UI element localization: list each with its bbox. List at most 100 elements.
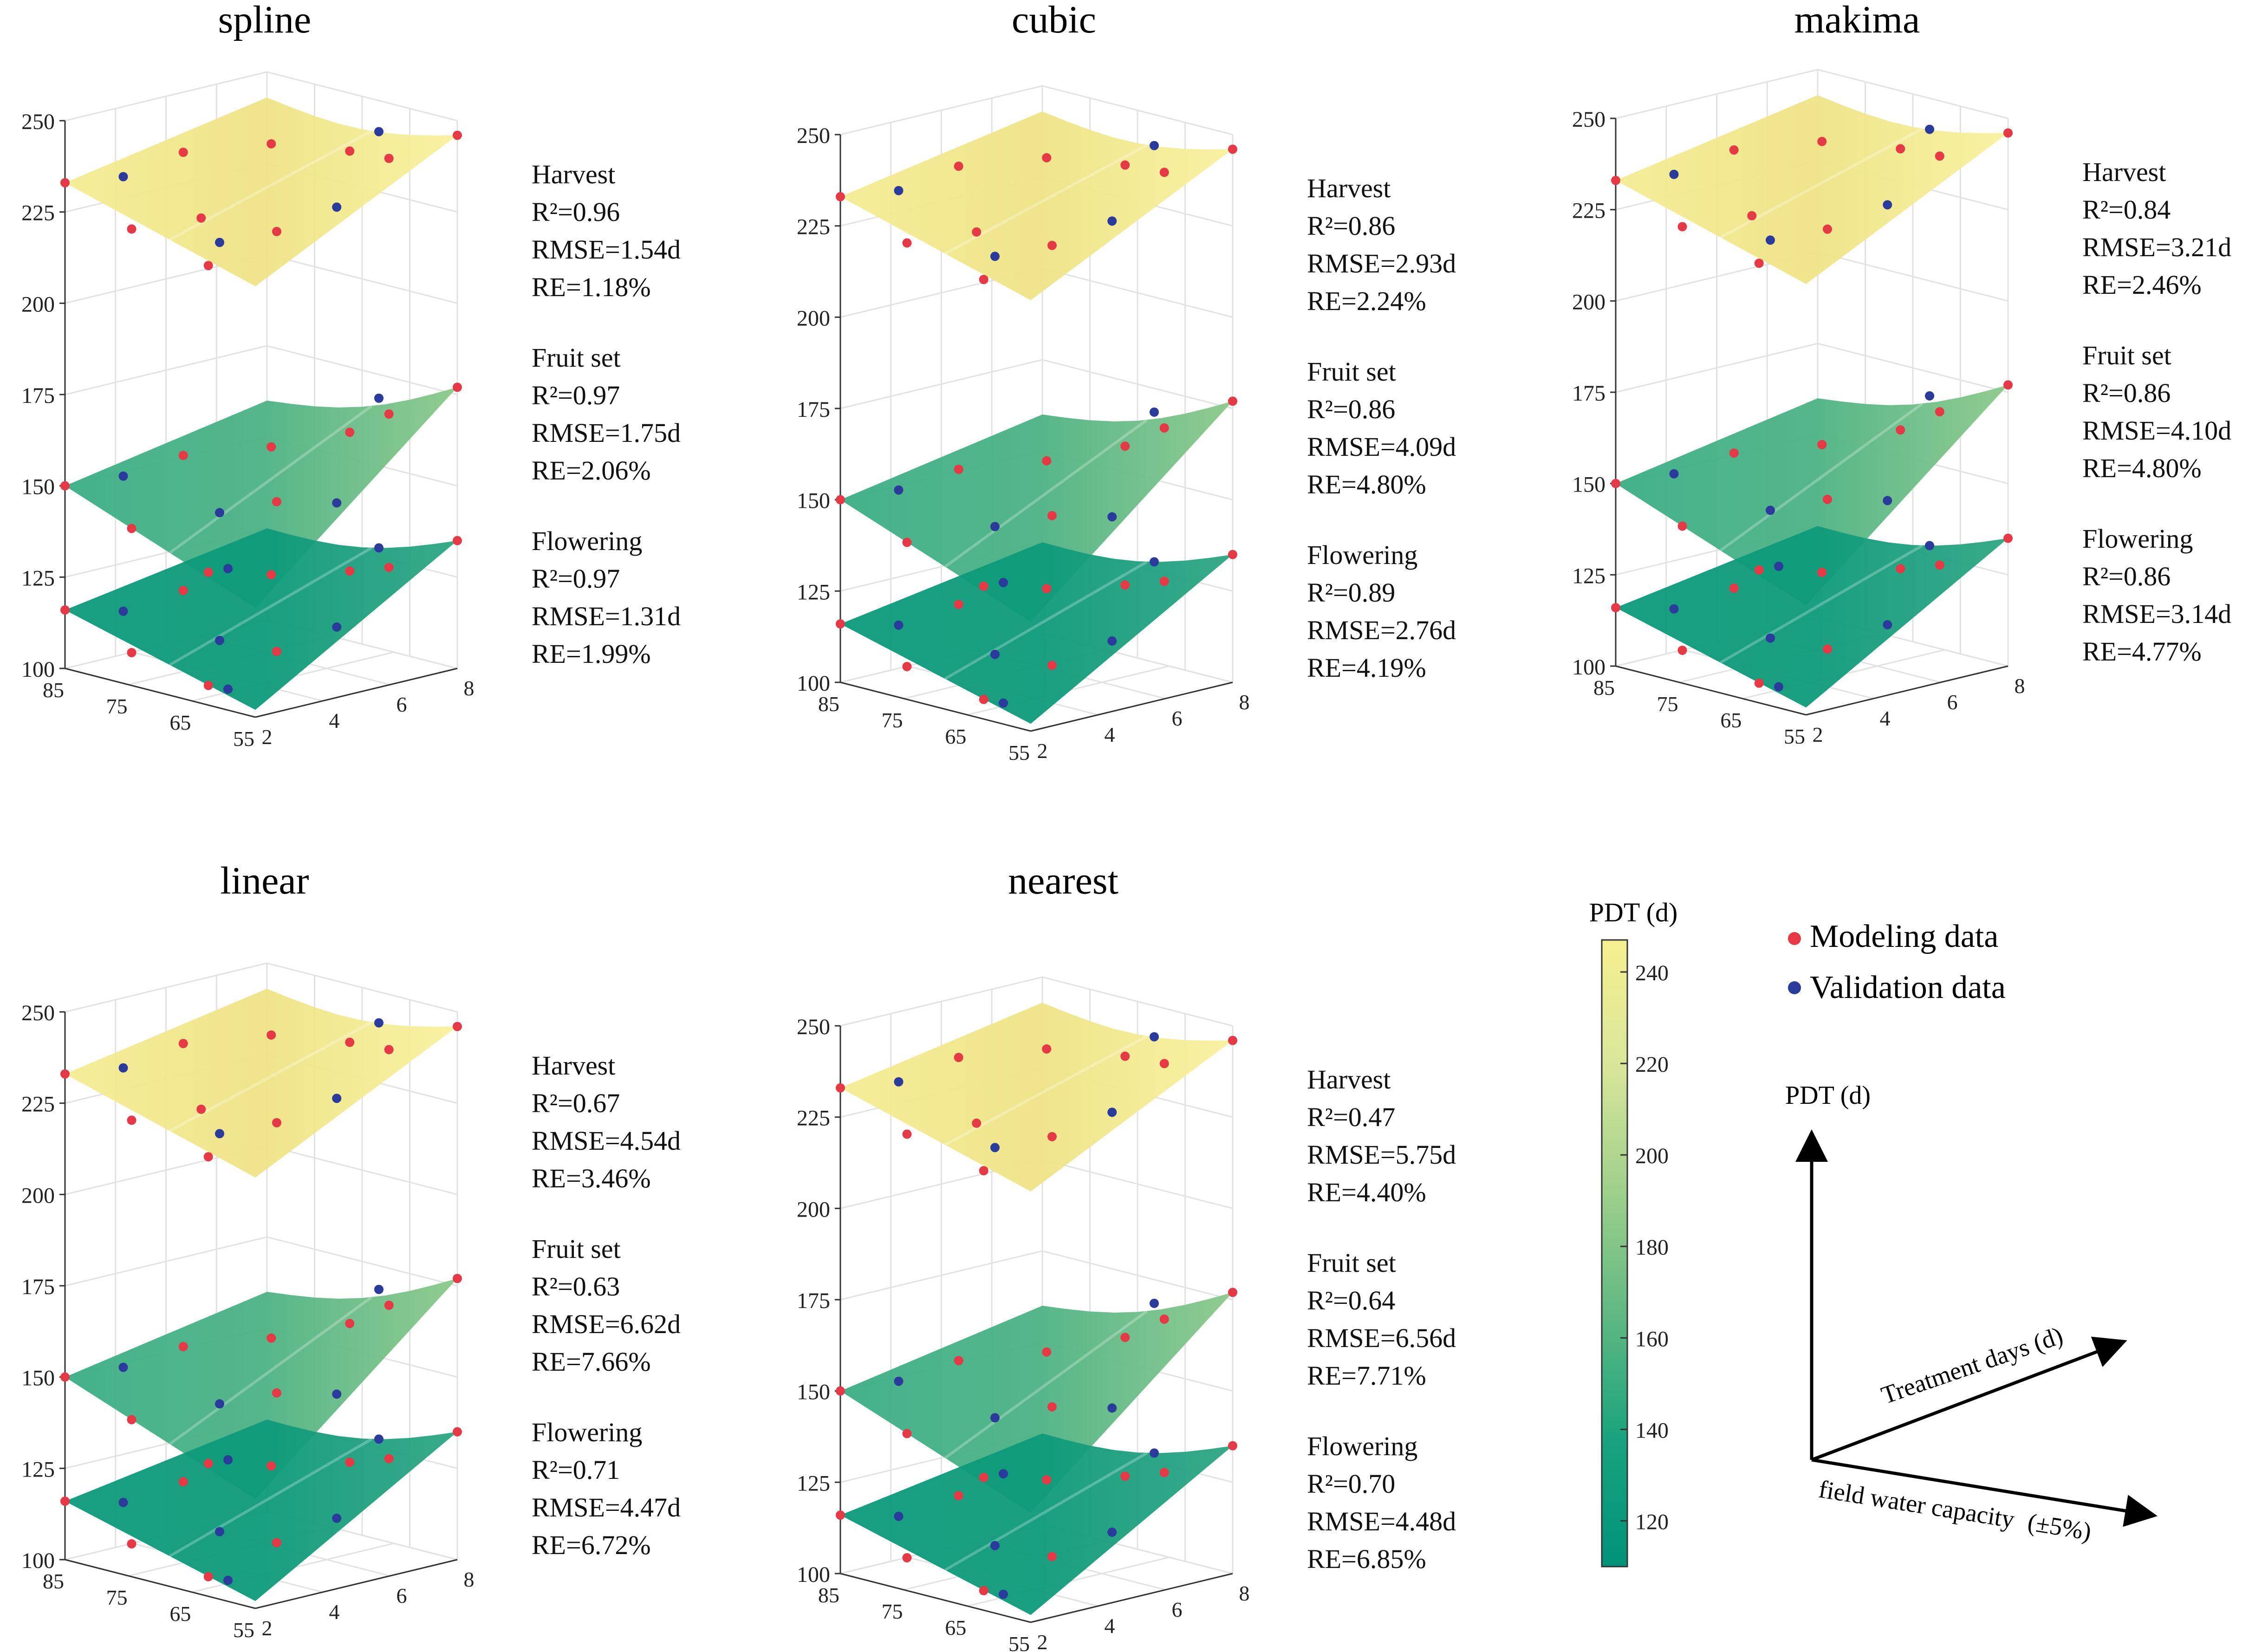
stat-line-rmse: RMSE=1.54d	[532, 234, 681, 265]
stat-line-r2: R²=0.86	[1307, 394, 1395, 424]
stat-line-stage: Fruit set	[1307, 1248, 1396, 1278]
x-tick-label: 8	[1239, 1581, 1250, 1605]
modeling-point	[979, 275, 988, 285]
y-tick-label: 85	[43, 678, 64, 702]
y-tick-label: 65	[169, 1602, 191, 1626]
modeling-point	[979, 1166, 988, 1176]
modeling-point	[272, 647, 281, 656]
x-axis-line	[1030, 1573, 1233, 1623]
modeling-point	[972, 1118, 982, 1128]
z-tick-label: 100	[21, 657, 55, 682]
y-tick-label: 55	[1008, 741, 1030, 764]
validation-point	[1107, 216, 1117, 226]
modeling-point	[203, 567, 213, 577]
surface-harvest	[840, 1003, 1233, 1192]
modeling-point	[1120, 1333, 1130, 1342]
surface-highlight	[169, 546, 373, 667]
modeling-point	[1817, 568, 1827, 577]
colorbar-tick-label: 140	[1635, 1418, 1669, 1443]
surface-harvest	[840, 111, 1233, 300]
y-tick-label: 65	[945, 1616, 966, 1639]
modeling-point	[203, 680, 213, 690]
modeling-point	[1677, 645, 1687, 655]
stat-line-rmse: RMSE=4.54d	[532, 1126, 681, 1156]
modeling-point	[345, 1319, 355, 1328]
z-tick-label: 150	[797, 1380, 830, 1405]
modeling-point	[384, 1300, 394, 1310]
modeling-point	[2003, 380, 2013, 390]
x-tick-label: 2	[1813, 723, 1823, 746]
surface-plot-spline: 100 125 150 175 200 225 250 85 75 65 55 2 4 6 8 Harvest…	[21, 71, 681, 751]
surface-plot-makima: 100 125 150 175 200 225 250 85 75 65 55 2 4 6 8 Harvest…	[1572, 69, 2231, 748]
y-tick-label: 65	[1720, 708, 1742, 732]
modeling-point	[266, 139, 276, 149]
modeling-point	[1120, 441, 1130, 451]
y-tick-label: 85	[818, 692, 839, 716]
stat-line-stage: Flowering	[532, 1417, 642, 1447]
modeling-point	[266, 1333, 276, 1343]
validation-point	[1925, 124, 1934, 134]
modeling-point	[453, 1427, 462, 1437]
axes-guide: PDT (d) Treatment days (d) field water c…	[1785, 1081, 2158, 1546]
modeling-point	[266, 442, 276, 452]
validation-point	[1925, 391, 1934, 401]
stat-line-rmse: RMSE=2.93d	[1307, 248, 1456, 279]
x-tick-label: 4	[1105, 723, 1115, 746]
x-tick-label: 6	[396, 1584, 407, 1607]
stat-line-r2: R²=0.97	[532, 380, 620, 410]
modeling-point	[1823, 644, 1832, 654]
grid-line	[65, 345, 458, 395]
modeling-point	[836, 619, 845, 629]
guide-y-arrow	[1811, 1458, 2158, 1527]
z-tick-label: 250	[797, 1015, 830, 1039]
modeling-point	[1042, 1347, 1052, 1357]
modeling-point	[384, 154, 394, 163]
colorbar-tick-label: 240	[1635, 961, 1669, 985]
x-tick-label: 6	[1172, 706, 1183, 730]
modeling-point	[1677, 521, 1687, 531]
y-tick-label: 75	[1657, 692, 1678, 716]
modeling-point	[954, 1491, 963, 1501]
validation-point	[374, 393, 384, 403]
modeling-point	[1047, 240, 1057, 250]
modeling-point	[127, 1115, 136, 1125]
grid-line	[840, 359, 1233, 409]
modeling-point	[1896, 564, 1905, 574]
modeling-point	[836, 495, 845, 505]
modeling-point	[1047, 511, 1057, 520]
z-tick-label: 150	[1572, 473, 1606, 497]
stat-line-r2: R²=0.97	[532, 564, 620, 594]
stat-line-rmse: RMSE=4.09d	[1307, 432, 1456, 462]
stat-line-rmse: RMSE=1.75d	[532, 418, 681, 448]
stat-line-stage: Harvest	[532, 1050, 615, 1081]
surface-flower	[65, 1419, 457, 1601]
modeling-point	[954, 465, 963, 474]
stat-line-rmse: RMSE=4.48d	[1307, 1506, 1456, 1536]
x-tick-label: 6	[396, 693, 407, 716]
modeling-point	[1159, 1468, 1169, 1477]
colorbar-ticks: 120 140 160 180 200 220 240	[1620, 961, 1669, 1534]
stat-line-r2: R²=0.86	[2082, 561, 2171, 591]
modeling-point	[60, 1372, 70, 1382]
grid-line	[840, 85, 1233, 136]
modeling-point	[1823, 224, 1832, 234]
validation-point	[1150, 1298, 1159, 1308]
modeling-point	[1935, 151, 1944, 161]
y-axis-line	[1615, 665, 1807, 716]
modeling-point	[1228, 1288, 1237, 1297]
modeling-point	[902, 1429, 912, 1438]
validation-point	[999, 698, 1008, 708]
validation-point	[1883, 620, 1892, 629]
z-tick-label: 200	[797, 1197, 830, 1222]
z-tick-label: 125	[797, 1471, 830, 1496]
z-tick-label: 150	[797, 489, 830, 513]
stat-line-stage: Harvest	[1307, 173, 1391, 203]
modeling-point	[1611, 603, 1620, 613]
validation-point	[118, 606, 128, 616]
surface-flower	[840, 542, 1233, 724]
modeling-point	[203, 261, 213, 271]
z-tick-label: 250	[797, 123, 830, 148]
legend: Modeling data Validation data	[1788, 919, 2006, 1005]
grid-line	[840, 1250, 1233, 1301]
stat-line-r2: R²=0.47	[1307, 1102, 1395, 1132]
